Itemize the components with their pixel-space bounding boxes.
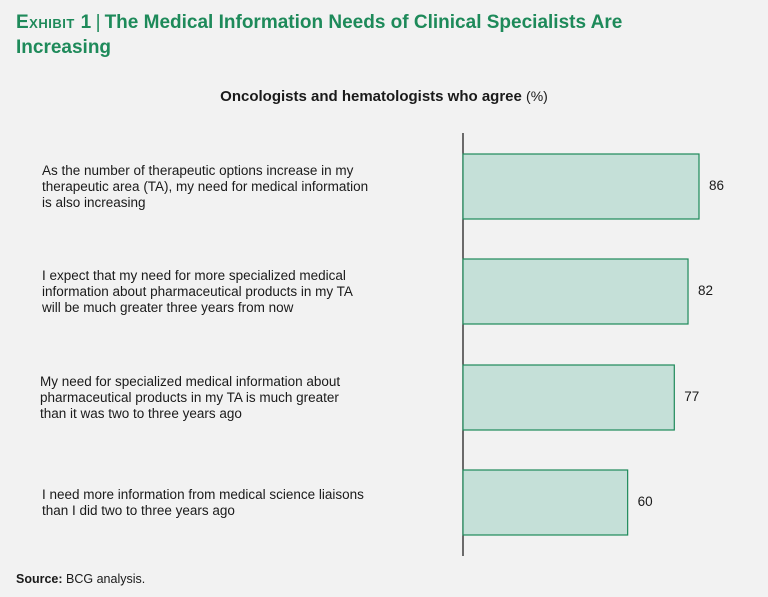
source-label: Source: (16, 572, 63, 586)
exhibit-title: Exhibit 1 | The Medical Information Needs … (16, 10, 716, 60)
category-label-4: I need more information from medical sci… (42, 487, 452, 519)
exhibit-title-text: The Medical Information Needs of Clinica… (16, 12, 623, 58)
category-label-line: than I did two to three years ago (42, 502, 235, 518)
category-label-line: I expect that my need for more specializ… (42, 267, 346, 283)
category-label-line: information about pharmaceutical product… (42, 283, 353, 299)
category-label-line: As the number of therapeutic options inc… (42, 162, 354, 178)
data-label-3: 77 (684, 389, 699, 404)
title-separator: | (95, 12, 101, 33)
category-label-line: I need more information from medical sci… (42, 486, 364, 502)
category-label-1: As the number of therapeutic options inc… (42, 163, 452, 211)
category-label-line: is also increasing (42, 194, 146, 210)
bar-3 (462, 364, 675, 431)
bar-2 (462, 258, 689, 325)
data-label-2: 82 (698, 283, 713, 298)
bar-1 (462, 153, 700, 220)
category-label-line: pharmaceutical products in my TA is much… (40, 389, 339, 405)
data-label-1: 86 (709, 178, 724, 193)
chart-title-unit: (%) (526, 88, 548, 104)
source-note: Source: BCG analysis. (16, 572, 145, 586)
category-label-2: I expect that my need for more specializ… (42, 268, 452, 316)
data-label-4: 60 (638, 494, 653, 509)
source-text: BCG analysis. (66, 572, 146, 586)
category-label-line: My need for specialized medical informat… (40, 373, 341, 389)
category-label-line: will be much greater three years from no… (42, 299, 294, 315)
chart-title: Oncologists and hematologists who agree … (0, 88, 768, 105)
bar-4 (462, 469, 629, 536)
chart-title-text: Oncologists and hematologists who agree (220, 88, 522, 105)
category-label-line: than it was two to three years ago (40, 405, 242, 421)
exhibit-number: Exhibit 1 (16, 12, 92, 33)
category-label-line: therapeutic area (TA), my need for medic… (42, 178, 369, 194)
category-label-3: My need for specialized medical informat… (40, 374, 450, 422)
